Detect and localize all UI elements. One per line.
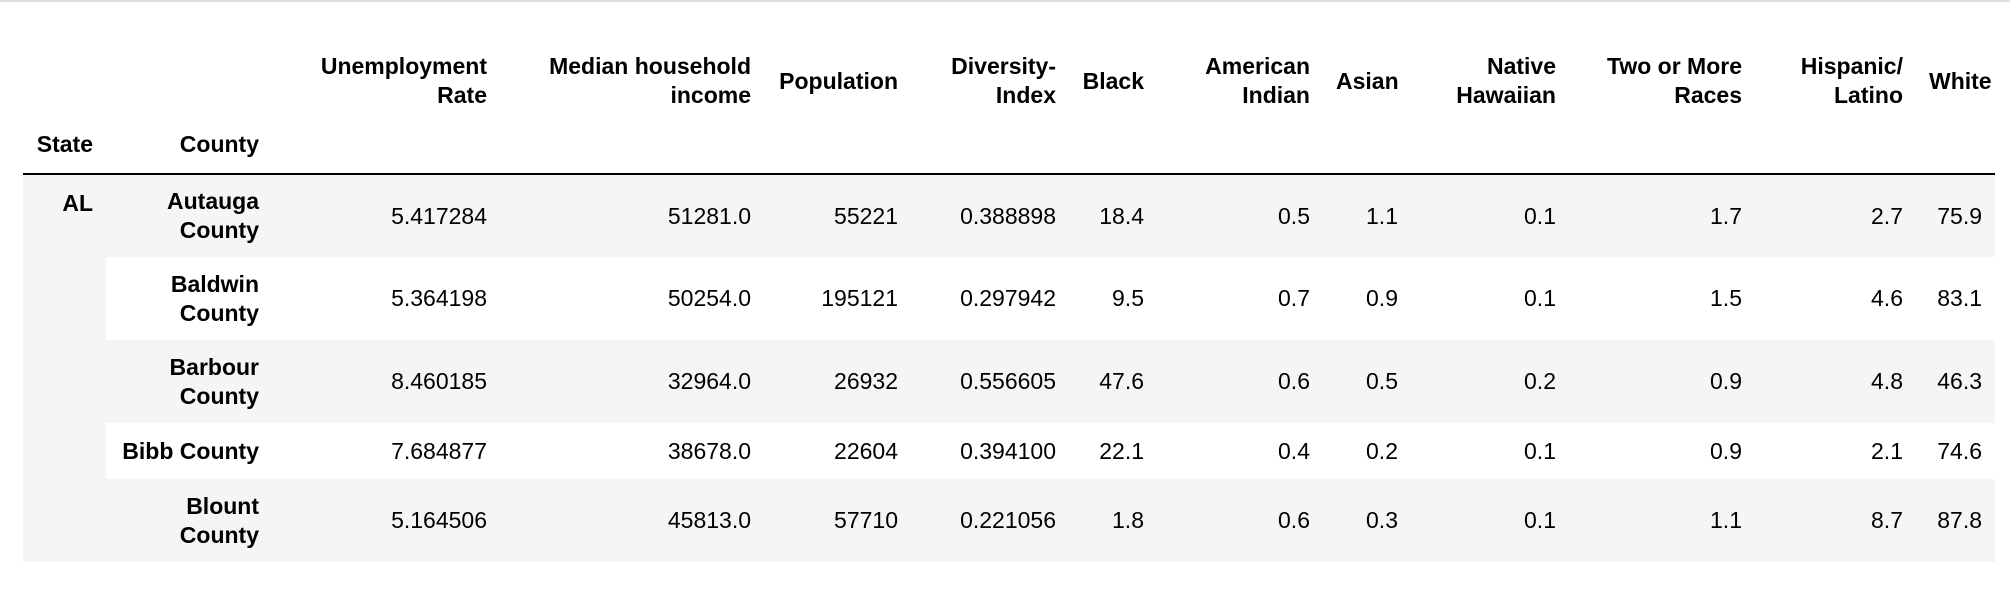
cell: 0.388898 [911, 174, 1069, 257]
index-name-state: State [23, 115, 106, 175]
state-label: AL [23, 174, 106, 562]
county-label: Blount County [106, 479, 272, 562]
column-header-row: Unemployment Rate Median household incom… [23, 47, 1995, 115]
column-header: Native Hawaiian [1456, 53, 1556, 108]
cell: 0.3 [1323, 479, 1411, 562]
cell: 0.1 [1411, 479, 1569, 562]
dataframe-table: Unemployment Rate Median household incom… [23, 47, 1995, 562]
county-label: Bibb County [106, 423, 272, 479]
cell: 51281.0 [500, 174, 764, 257]
cell: 55221 [764, 174, 911, 257]
cell: 0.7 [1157, 257, 1323, 340]
cell: 0.4 [1157, 423, 1323, 479]
cell: 22.1 [1069, 423, 1157, 479]
cell: 46.3 [1916, 340, 1995, 423]
county-label: Barbour County [106, 340, 272, 423]
cell: 57710 [764, 479, 911, 562]
cell: 4.6 [1755, 257, 1916, 340]
table-row: Barbour County 8.460185 32964.0 26932 0.… [23, 340, 1995, 423]
cell: 83.1 [1916, 257, 1995, 340]
cell: 1.5 [1569, 257, 1755, 340]
column-header: Hispanic/ Latino [1800, 53, 1903, 108]
cell: 5.417284 [272, 174, 500, 257]
cell: 0.1 [1411, 423, 1569, 479]
cell: 50254.0 [500, 257, 764, 340]
header-blank [106, 47, 272, 115]
cell: 0.6 [1157, 479, 1323, 562]
cell: 2.1 [1755, 423, 1916, 479]
cell: 0.2 [1411, 340, 1569, 423]
cell: 7.684877 [272, 423, 500, 479]
cell: 8.7 [1755, 479, 1916, 562]
cell: 1.1 [1569, 479, 1755, 562]
cell: 47.6 [1069, 340, 1157, 423]
cell: 75.9 [1916, 174, 1995, 257]
cell: 26932 [764, 340, 911, 423]
column-header: Black [1082, 67, 1144, 94]
index-name-county: County [106, 115, 272, 175]
cell: 0.394100 [911, 423, 1069, 479]
cell: 32964.0 [500, 340, 764, 423]
table-row: Baldwin County 5.364198 50254.0 195121 0… [23, 257, 1995, 340]
cell: 5.364198 [272, 257, 500, 340]
cell: 18.4 [1069, 174, 1157, 257]
cell: 0.6 [1157, 340, 1323, 423]
cell: 0.297942 [911, 257, 1069, 340]
cell: 2.7 [1755, 174, 1916, 257]
top-divider [0, 0, 2010, 2]
cell: 5.164506 [272, 479, 500, 562]
column-header: Asian [1336, 67, 1399, 94]
cell: 0.9 [1323, 257, 1411, 340]
cell: 1.7 [1569, 174, 1755, 257]
cell: 38678.0 [500, 423, 764, 479]
column-header: Population [779, 67, 898, 94]
cell: 0.221056 [911, 479, 1069, 562]
header-blank [23, 47, 106, 115]
column-header: American Indian [1205, 53, 1310, 108]
column-header: White [1929, 67, 1992, 94]
county-label: Autauga County [106, 174, 272, 257]
table-row: AL Autauga County 5.417284 51281.0 55221… [23, 174, 1995, 562]
county-label: Baldwin County [106, 257, 272, 340]
cell: 0.9 [1569, 340, 1755, 423]
cell: 1.1 [1323, 174, 1411, 257]
cell: 0.5 [1323, 340, 1411, 423]
cell: 22604 [764, 423, 911, 479]
column-header: Diversity-Index [951, 53, 1056, 108]
cell: 0.2 [1323, 423, 1411, 479]
cell: 87.8 [1916, 479, 1995, 562]
cell: 4.8 [1755, 340, 1916, 423]
cell: 0.1 [1411, 257, 1569, 340]
index-header-row: State County [23, 115, 1995, 175]
cell: 0.1 [1411, 174, 1569, 257]
cell: 8.460185 [272, 340, 500, 423]
cell: 195121 [764, 257, 911, 340]
column-header: Unemployment Rate [320, 53, 487, 108]
cell: 0.5 [1157, 174, 1323, 257]
cell: 0.556605 [911, 340, 1069, 423]
cell: 9.5 [1069, 257, 1157, 340]
cell: 74.6 [1916, 423, 1995, 479]
cell: 1.8 [1069, 479, 1157, 562]
cell: 0.9 [1569, 423, 1755, 479]
table-row: Blount County 5.164506 45813.0 57710 0.2… [23, 479, 1995, 562]
table-row: Bibb County 7.684877 38678.0 22604 0.394… [23, 423, 1995, 479]
column-header: Two or More Races [1606, 53, 1742, 108]
cell: 45813.0 [500, 479, 764, 562]
column-header: Median household income [549, 53, 751, 108]
